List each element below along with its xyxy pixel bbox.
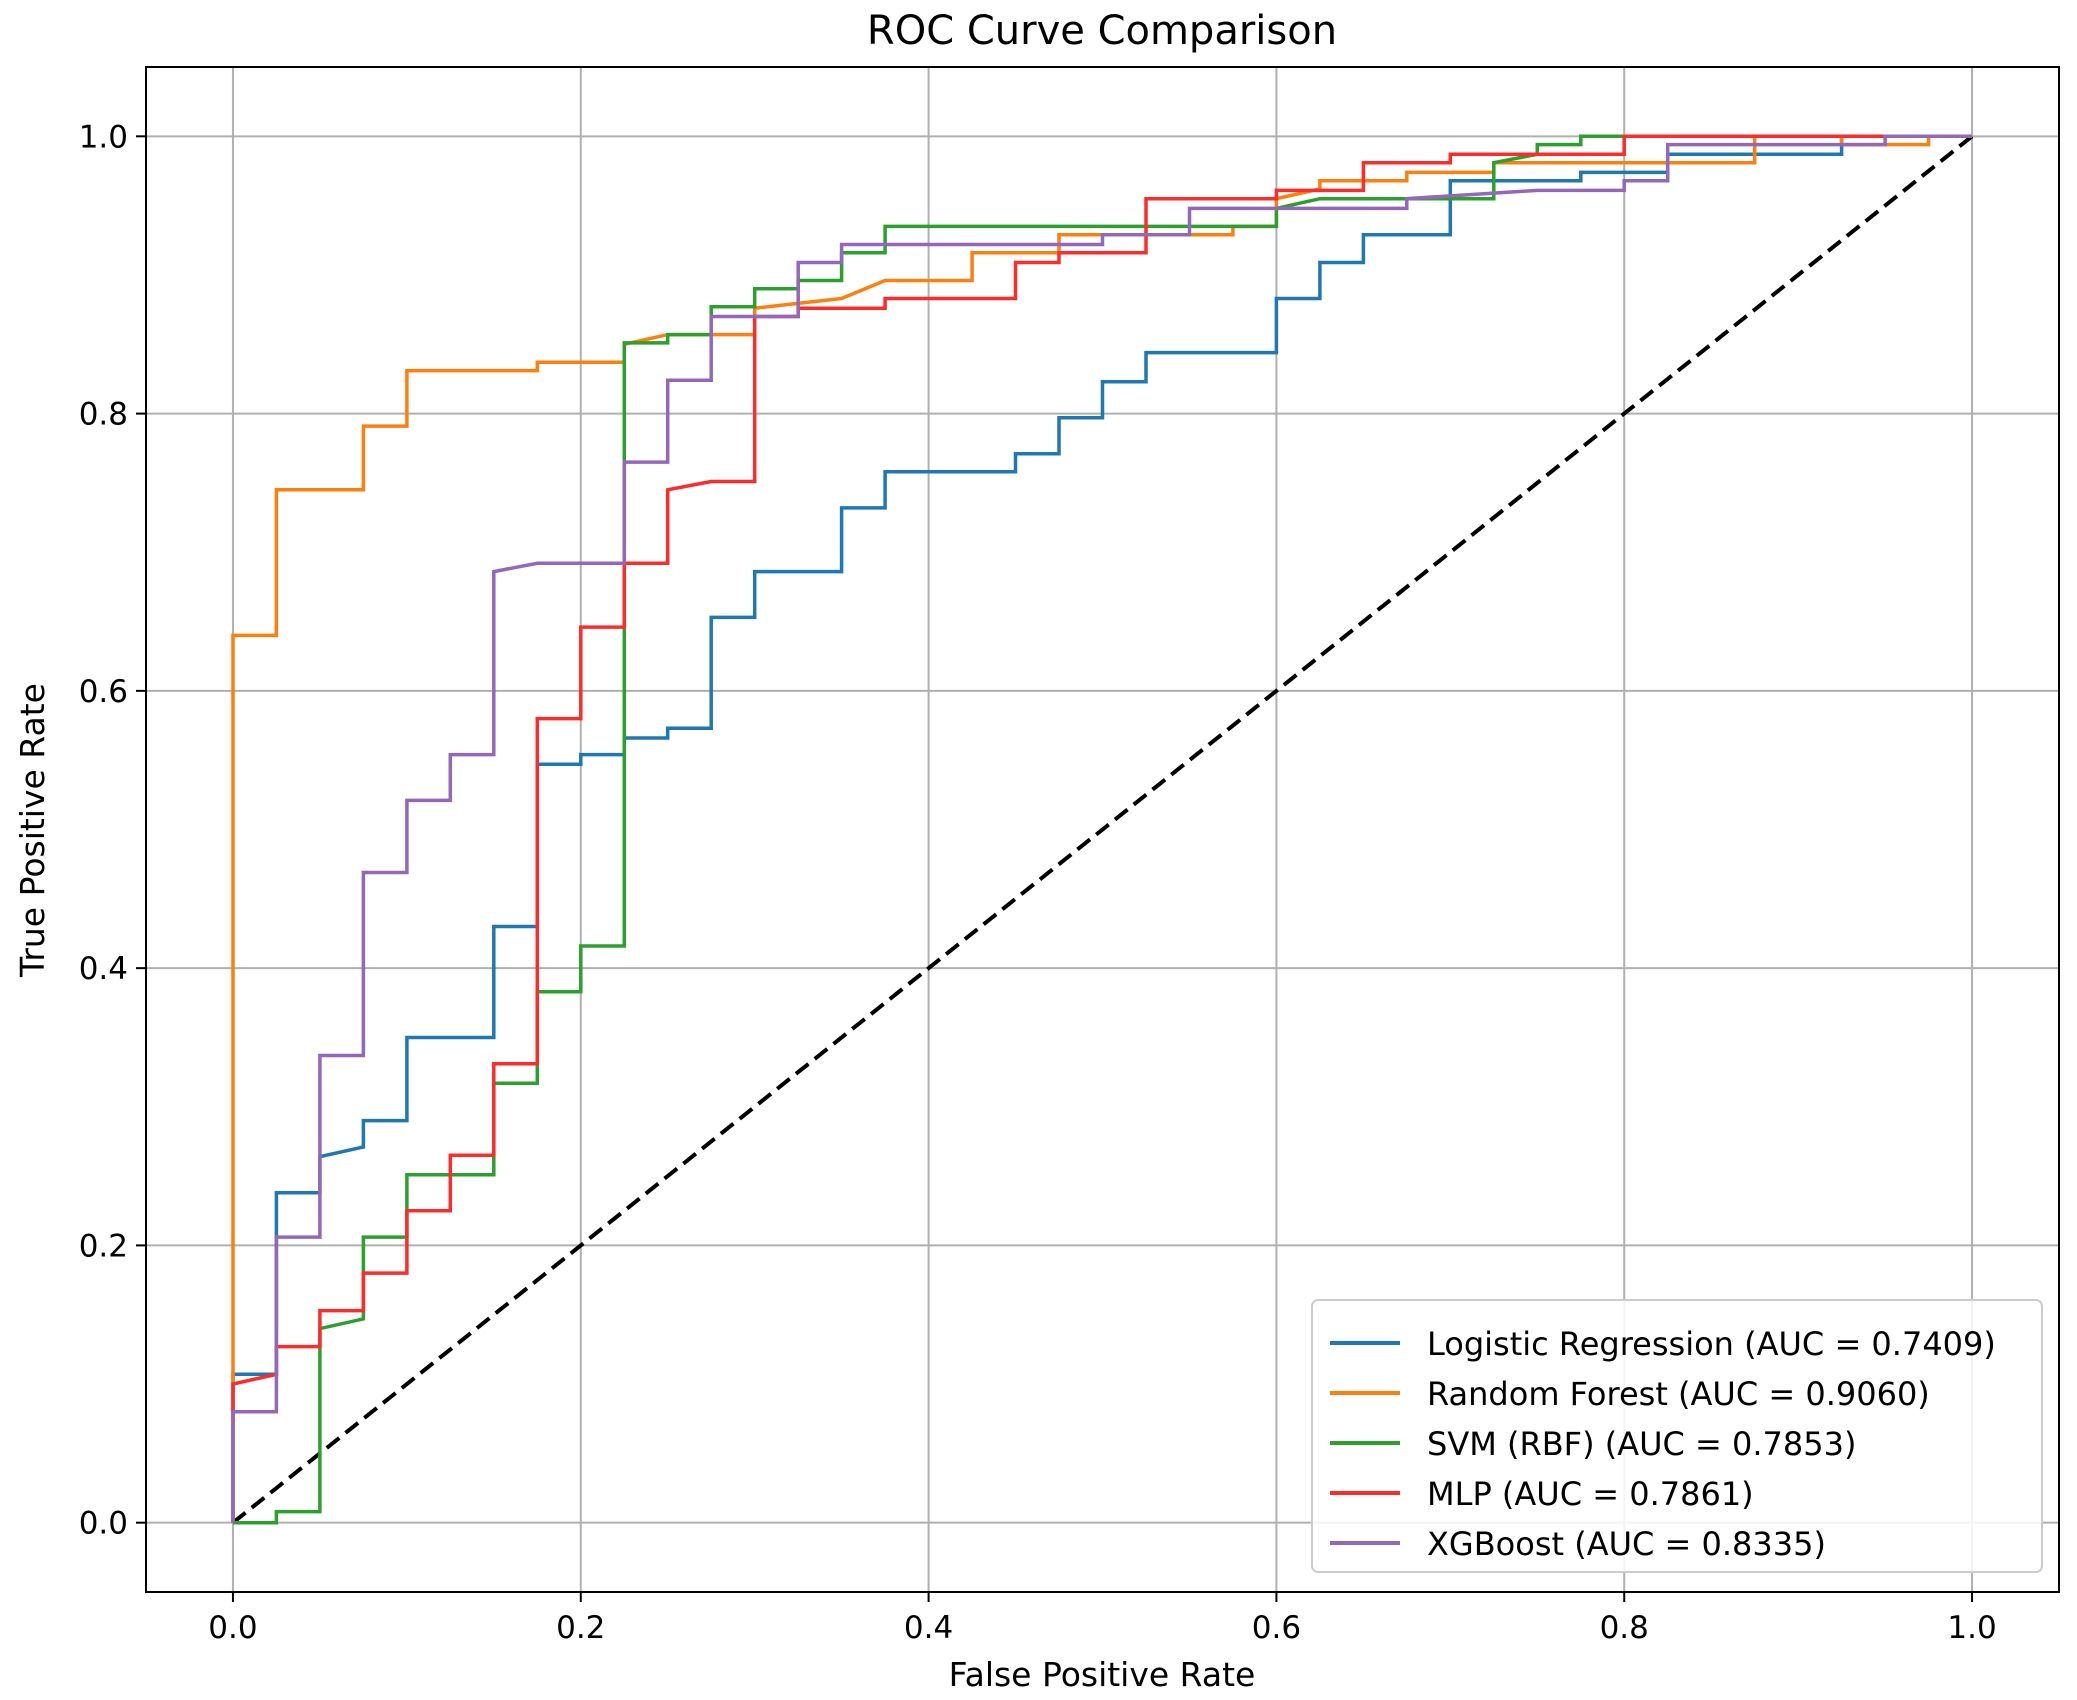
x-tick-label: 0.6: [1252, 1610, 1301, 1646]
y-tick-label: 0.8: [79, 397, 128, 433]
chart-title: ROC Curve Comparison: [867, 8, 1337, 54]
reference-layer: [231, 134, 1974, 1525]
legend-label-xgboost: XGBoost (AUC = 0.8335): [1427, 1525, 1826, 1563]
y-tick-label: 0.2: [79, 1228, 128, 1264]
legend-box: [1311, 1299, 2043, 1573]
roc-line-mlp: [231, 134, 1972, 1523]
y-tick-label: 1.0: [79, 119, 128, 155]
x-tick-label: 0.0: [208, 1610, 257, 1646]
series-layer: [231, 134, 1972, 1525]
y-axis-label: True Positive Rate: [13, 683, 52, 978]
roc-line-xgboost: [231, 134, 1972, 1523]
roc-line-logistic-regression: [231, 134, 1972, 1523]
x-tick-label: 0.4: [904, 1610, 953, 1646]
legend-label-logistic-regression: Logistic Regression (AUC = 0.7409): [1427, 1325, 1996, 1363]
legend-label-random-forest: Random Forest (AUC = 0.9060): [1427, 1375, 1930, 1413]
x-tick-label: 0.2: [556, 1610, 605, 1646]
y-axis-ticks: 0.0 0.2 0.4 0.6 0.8 1.0: [79, 119, 146, 1542]
x-axis-ticks: 0.0 0.2 0.4 0.6 0.8 1.0: [208, 1592, 1997, 1646]
x-tick-label: 0.8: [1600, 1610, 1649, 1646]
plot-frame: [145, 66, 2060, 1593]
legend-label-svm: SVM (RBF) (AUC = 0.7853): [1427, 1425, 1856, 1463]
y-tick-label: 0.4: [79, 951, 128, 987]
y-tick-label: 0.0: [79, 1506, 128, 1542]
y-tick-label: 0.6: [79, 674, 128, 710]
roc-line-random-forest: [231, 134, 1972, 1523]
chance-diagonal-line: [231, 134, 1974, 1525]
legend-label-mlp: MLP (AUC = 0.7861): [1427, 1475, 1754, 1513]
legend: Logistic Regression (AUC = 0.7409) Random…: [1311, 1299, 2043, 1573]
x-axis-label: False Positive Rate: [949, 1655, 1256, 1694]
x-tick-label: 1.0: [1947, 1610, 1996, 1646]
